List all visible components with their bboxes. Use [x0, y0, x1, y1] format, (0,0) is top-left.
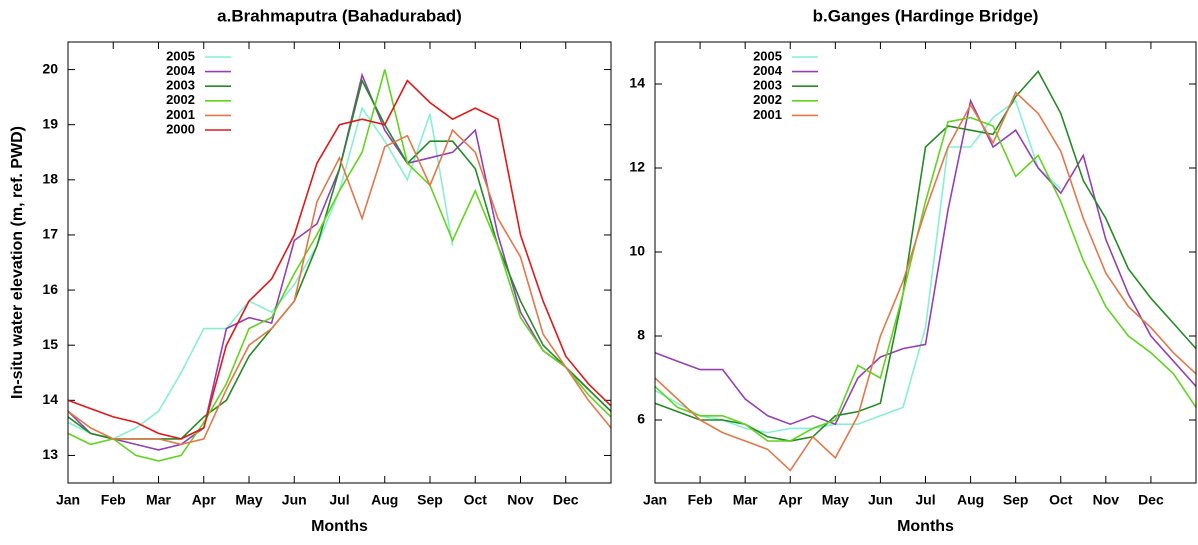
series-line [654, 99, 1062, 434]
legend-label: 2002 [753, 92, 782, 107]
legend-label: 2004 [753, 63, 783, 78]
x-tick-label: Oct [1049, 492, 1073, 508]
x-tick-label: Jun [868, 492, 893, 508]
series-line [654, 116, 1197, 442]
legend-label: 2005 [166, 48, 195, 63]
panel: a.Brahmaputra (Bahadurabad) Months In-situ… [9, 6, 612, 535]
x-tick-label: Aug [371, 492, 398, 508]
y-tick-label: 6 [637, 411, 645, 427]
x-tick-label: Jun [282, 492, 307, 508]
x-tick-label: Nov [507, 492, 534, 508]
x-tick-label: Jan [56, 492, 80, 508]
plot-frame [654, 41, 1197, 484]
x-tick-label: Oct [464, 492, 488, 508]
panel: b.Ganges (Hardinge Bridge) Months 6 8 10 12 14… [629, 6, 1197, 535]
y-tick-label: 14 [42, 391, 58, 407]
y-tick-label: 15 [42, 336, 58, 352]
x-tick-label: May [822, 492, 849, 508]
x-tick-label: Jul [329, 492, 349, 508]
y-tick-label: 20 [42, 60, 58, 76]
y-tick-label: 19 [42, 115, 58, 131]
y-tick-label: 12 [629, 159, 645, 175]
legend-label: 2001 [166, 107, 195, 122]
x-tick-label: Feb [101, 492, 126, 508]
series-line [654, 98, 1197, 426]
x-tick-label: Aug [957, 492, 984, 508]
x-tick-label: Mar [146, 492, 171, 508]
series-line [654, 70, 1197, 442]
series-line [67, 69, 612, 462]
x-tick-label: Sep [417, 492, 443, 508]
legend-label: 2004 [166, 63, 196, 78]
x-tick-label: Jul [915, 492, 935, 508]
x-axis-title: Months [311, 518, 368, 535]
series-line [67, 79, 612, 440]
y-tick-label: 8 [637, 327, 645, 343]
x-tick-label: Apr [778, 492, 803, 508]
x-tick-label: Nov [1093, 492, 1120, 508]
chart-title: a.Brahmaputra (Bahadurabad) [217, 6, 462, 25]
series-line [67, 128, 612, 446]
legend-label: 2001 [753, 107, 782, 122]
y-tick-label: 13 [42, 446, 58, 462]
x-tick-label: Apr [192, 492, 217, 508]
y-tick-label: 18 [42, 171, 58, 187]
y-tick-label: 17 [42, 226, 58, 242]
legend-label: 2003 [166, 78, 195, 93]
y-axis-title: In-situ water elevation (m, ref. PWD) [9, 126, 26, 399]
series-line [654, 91, 1197, 472]
series-line [67, 106, 454, 440]
legend-label: 2003 [753, 78, 782, 93]
x-axis-title: Months [897, 518, 954, 535]
x-tick-label: May [235, 492, 262, 508]
y-tick-label: 14 [629, 75, 645, 91]
plot-frame [67, 41, 612, 484]
y-tick-label: 16 [42, 281, 58, 297]
chart-title: b.Ganges (Hardinge Bridge) [813, 6, 1039, 25]
legend-label: 2000 [166, 121, 195, 136]
x-tick-label: Dec [553, 492, 579, 508]
x-tick-label: Sep [1003, 492, 1029, 508]
legend-label: 2002 [166, 92, 195, 107]
x-tick-label: Dec [1138, 492, 1164, 508]
x-tick-label: Jan [643, 492, 667, 508]
x-tick-label: Feb [688, 492, 713, 508]
legend-label: 2005 [753, 48, 782, 63]
x-tick-label: Mar [733, 492, 758, 508]
y-tick-label: 10 [629, 243, 645, 259]
